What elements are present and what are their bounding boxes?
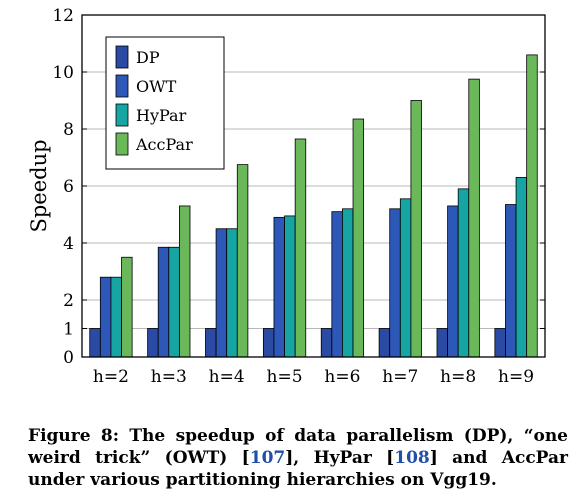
x-tick-label: h=4 [209,367,245,387]
legend-swatch-hypar [115,103,129,127]
bar-accpar [236,164,249,358]
bar-accpar [179,205,191,358]
bar-dp [89,328,101,358]
bar-hypar [399,198,412,358]
bar-owt [331,211,343,358]
bar-accpar [121,256,133,358]
bar-hypar [284,215,296,358]
x-tick-label: h=6 [324,367,360,387]
bar-accpar [352,118,365,358]
bar-owt [447,205,459,358]
axes [81,14,546,358]
figure-caption: Figure 8: The speedup of data parallelis… [28,425,568,491]
bar-dp [494,328,506,358]
y-tick-label: 1 [63,320,74,340]
x-tick-label: h=3 [151,367,187,387]
bar-dp [205,328,217,358]
legend-swatch-dp [115,45,129,69]
bar-hypar [226,228,238,358]
y-tick-label: 4 [63,234,74,254]
bar-owt [215,228,228,358]
bar-hypar [168,246,180,358]
reference-link-108[interactable]: 108 [394,448,430,468]
bar-accpar [526,54,538,358]
bar-hypar [515,177,528,358]
caption-text: ], HyPar [ [285,448,395,468]
legend-swatch-owt [115,74,129,98]
bar-dp [262,328,275,358]
y-tick-label: 8 [63,120,74,140]
bar-hypar [110,276,122,358]
y-tick-label: 10 [52,63,74,83]
legend-label-dp: DP [136,48,160,67]
caption-text: Figure 8: The speedup of data parallelis… [28,426,568,468]
bar-accpar [468,78,480,358]
bar-hypar [457,188,470,358]
bars-group [89,54,538,358]
x-tick-label: h=8 [440,367,476,387]
x-tick-label: h=7 [382,367,418,387]
y-tick-label: 6 [63,177,74,197]
bar-owt [505,204,517,358]
legend-swatch-accpar [115,132,129,156]
bar-owt [273,216,285,358]
legend-label-accpar: AccPar [135,135,193,154]
x-tick-label: h=2 [93,367,129,387]
legend: DP OWT HyPar AccPar [105,36,225,170]
caption-text: ] and AccPar under various partitioning … [28,448,568,490]
bar-dp [436,328,448,358]
bar-accpar [294,138,307,358]
bar-dp [320,328,333,358]
y-tick-label: 2 [63,291,74,311]
y-tick-label: 12 [52,6,74,26]
x-tick-label: h=5 [267,367,303,387]
bar-owt [389,208,401,358]
legend-label-owt: OWT [136,77,177,96]
x-tick-label: h=9 [498,367,534,387]
bar-owt [99,276,112,358]
y-axis-label: Speedup [27,139,51,232]
bar-accpar [410,100,422,358]
bar-dp [378,328,391,358]
reference-link-107[interactable]: 107 [249,448,286,468]
legend-label-hypar: HyPar [136,106,187,125]
bar-hypar [342,208,354,358]
x-tick-labels: h=2 h=3 h=4 h=5 h=6 h=7 h=8 h=9 [93,367,534,387]
bar-dp [147,328,159,358]
bar-owt [157,246,170,358]
y-tick-label: 0 [63,348,74,368]
